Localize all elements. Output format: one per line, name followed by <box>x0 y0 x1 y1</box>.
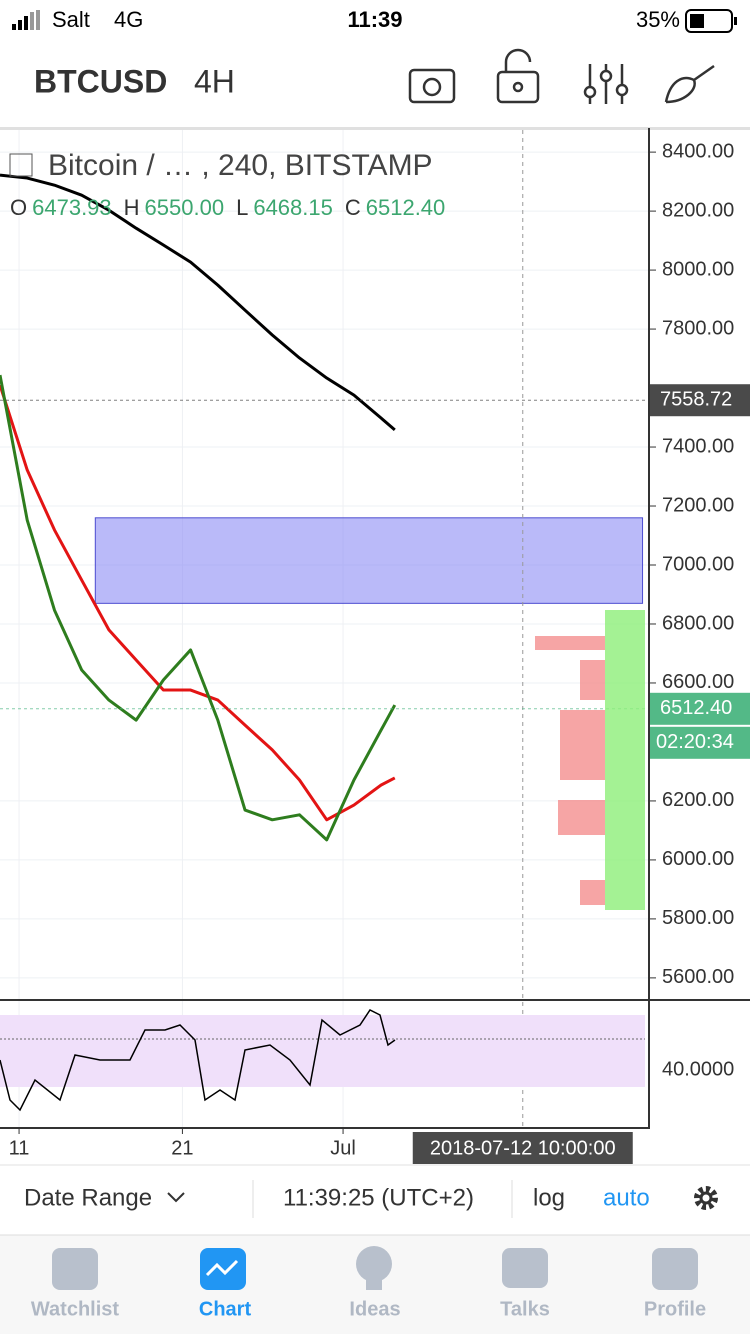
countdown-bg <box>650 726 750 759</box>
ohlc-label: O <box>10 195 27 220</box>
y-tick-label: 6000.00 <box>662 848 734 870</box>
draw-icon[interactable] <box>664 64 715 104</box>
price-marker <box>650 384 750 417</box>
tab-label[interactable]: Ideas <box>349 1298 400 1320</box>
ohlc-label: L <box>236 195 248 220</box>
y-tick-label: 8000.00 <box>662 258 734 280</box>
network: 4G <box>114 7 143 32</box>
rsi-pane <box>0 999 750 1128</box>
y-tick-label: 7800.00 <box>662 317 734 339</box>
auto-button[interactable]: auto <box>603 1184 650 1211</box>
countdown: 02:20:34 <box>656 731 734 753</box>
battery-level: 35% <box>636 7 680 32</box>
y-tick-label: 6200.00 <box>662 789 734 811</box>
price-marker-label: 7558.72 <box>660 389 732 411</box>
series-line <box>0 374 397 842</box>
y-tick-label: 8200.00 <box>662 199 734 221</box>
crosshair-label-bg <box>412 1132 633 1164</box>
ohlc-value: 6512.40 <box>366 195 446 220</box>
status-bar: Salt 4G 11:39 35% <box>12 7 737 33</box>
price-axis-border <box>648 128 650 1000</box>
x-tick-label: Jul <box>330 1137 356 1159</box>
tab-label[interactable]: Watchlist <box>31 1298 119 1320</box>
y-tick-label: 7200.00 <box>662 494 734 516</box>
ohlc-value: 6468.15 <box>253 195 333 220</box>
tab-label[interactable]: Talks <box>500 1298 550 1320</box>
ohlc-label: H <box>124 195 140 220</box>
chart: 8400.00 8200.00 8000.00 7800.00 7400.00 7200.… <box>0 130 750 1164</box>
lock-icon[interactable] <box>496 70 540 104</box>
camera-icon[interactable] <box>408 68 456 104</box>
price-zone <box>94 517 644 604</box>
carrier: Salt <box>52 7 90 32</box>
rsi-tick-label: 40.0000 <box>662 1058 734 1080</box>
volume-profile <box>535 610 645 910</box>
ohlc-value: 6550.00 <box>145 195 225 220</box>
clock: 11:39 <box>347 7 402 32</box>
y-tick-label: 8400.00 <box>662 140 734 162</box>
bottom-bar: Date Range 11:39:25 (UTC+2) log auto <box>0 1164 750 1218</box>
date-range-button[interactable]: Date Range <box>24 1184 152 1211</box>
legend-toggle[interactable] <box>9 153 33 177</box>
settings-button[interactable] <box>694 1186 718 1210</box>
header: BTCUSD 4H <box>0 48 750 130</box>
series-line <box>0 173 396 432</box>
log-button[interactable]: log <box>533 1184 565 1211</box>
tab-label[interactable]: Profile <box>644 1298 706 1320</box>
tab-bar <box>0 1234 750 1334</box>
crosshair-label: 2018-07-12 10:00:00 <box>430 1137 616 1159</box>
ohlc-value: 6473.93 <box>32 195 112 220</box>
y-tick-label: 5800.00 <box>662 907 734 929</box>
ohlc-label: C <box>345 195 361 220</box>
y-tick-label: 6800.00 <box>662 612 734 634</box>
y-tick-label: 7000.00 <box>662 553 734 575</box>
chart-title: Bitcoin / … , 240, BITSTAMP <box>48 149 433 182</box>
y-tick-label: 7400.00 <box>662 435 734 457</box>
clock-button[interactable]: 11:39:25 (UTC+2) <box>283 1184 474 1211</box>
y-tick-label: 6600.00 <box>662 671 734 693</box>
x-tick-label: 21 <box>171 1137 193 1159</box>
tab-label[interactable]: Chart <box>199 1298 252 1320</box>
y-tick-label: 5600.00 <box>662 966 734 988</box>
interval[interactable]: 4H <box>194 63 235 99</box>
price-marker <box>650 692 750 725</box>
settings-icon[interactable] <box>583 64 629 104</box>
price-marker-label: 6512.40 <box>660 697 732 719</box>
x-tick-label: 11 <box>9 1137 30 1159</box>
symbol[interactable]: BTCUSD <box>34 63 167 99</box>
